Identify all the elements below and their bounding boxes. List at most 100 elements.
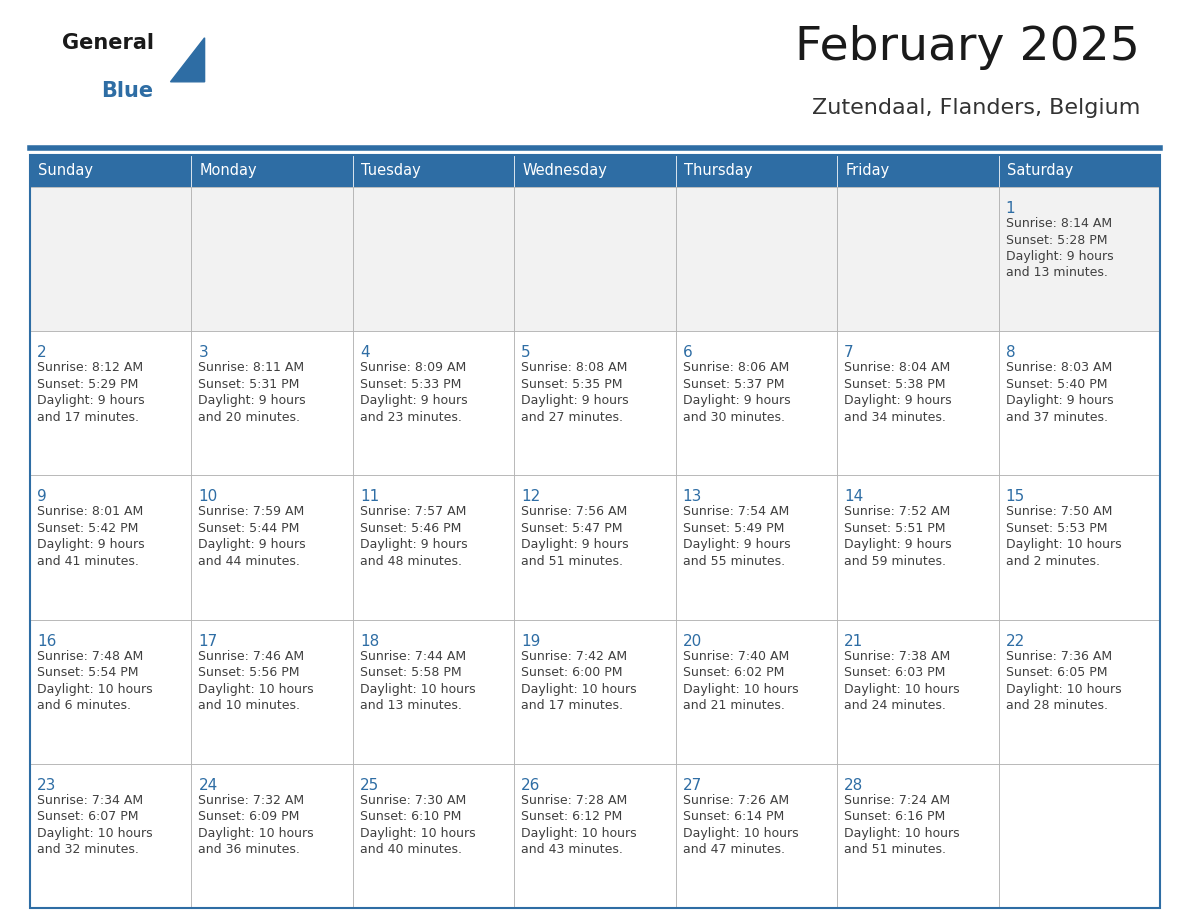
Text: Sunset: 5:44 PM: Sunset: 5:44 PM — [198, 522, 299, 535]
Text: Sunrise: 7:32 AM: Sunrise: 7:32 AM — [198, 794, 304, 807]
Text: Sunrise: 7:28 AM: Sunrise: 7:28 AM — [522, 794, 627, 807]
Text: Sunset: 5:46 PM: Sunset: 5:46 PM — [360, 522, 461, 535]
Text: Daylight: 10 hours: Daylight: 10 hours — [198, 683, 314, 696]
Text: 21: 21 — [845, 633, 864, 649]
Text: and 13 minutes.: and 13 minutes. — [360, 700, 462, 712]
Text: Blue: Blue — [101, 81, 153, 101]
Text: and 51 minutes.: and 51 minutes. — [522, 554, 624, 568]
Text: 26: 26 — [522, 778, 541, 793]
Text: Sunset: 6:10 PM: Sunset: 6:10 PM — [360, 811, 461, 823]
Text: Sunrise: 7:59 AM: Sunrise: 7:59 AM — [198, 506, 304, 519]
Text: Saturday: Saturday — [1006, 163, 1073, 178]
Text: Sunset: 6:12 PM: Sunset: 6:12 PM — [522, 811, 623, 823]
Text: Daylight: 10 hours: Daylight: 10 hours — [845, 683, 960, 696]
Text: Daylight: 9 hours: Daylight: 9 hours — [683, 538, 790, 552]
Text: Sunrise: 7:46 AM: Sunrise: 7:46 AM — [198, 650, 304, 663]
Text: and 40 minutes.: and 40 minutes. — [360, 844, 462, 856]
Text: Daylight: 10 hours: Daylight: 10 hours — [37, 827, 152, 840]
Text: Zutendaal, Flanders, Belgium: Zutendaal, Flanders, Belgium — [811, 98, 1140, 118]
Text: 25: 25 — [360, 778, 379, 793]
Text: 2: 2 — [37, 345, 46, 360]
Text: General: General — [62, 33, 154, 53]
Text: Sunset: 5:53 PM: Sunset: 5:53 PM — [1005, 522, 1107, 535]
Text: 4: 4 — [360, 345, 369, 360]
Text: Sunset: 5:42 PM: Sunset: 5:42 PM — [37, 522, 138, 535]
Text: Daylight: 9 hours: Daylight: 9 hours — [198, 394, 307, 408]
Text: Sunset: 5:37 PM: Sunset: 5:37 PM — [683, 377, 784, 391]
Text: Sunrise: 8:03 AM: Sunrise: 8:03 AM — [1005, 361, 1112, 375]
Text: and 47 minutes.: and 47 minutes. — [683, 844, 785, 856]
Text: Sunrise: 7:54 AM: Sunrise: 7:54 AM — [683, 506, 789, 519]
Text: Sunrise: 7:56 AM: Sunrise: 7:56 AM — [522, 506, 627, 519]
Text: 23: 23 — [37, 778, 56, 793]
Text: Monday: Monday — [200, 163, 257, 178]
Text: Sunday: Sunday — [38, 163, 93, 178]
Text: Sunrise: 7:50 AM: Sunrise: 7:50 AM — [1005, 506, 1112, 519]
Text: Daylight: 9 hours: Daylight: 9 hours — [1005, 250, 1113, 263]
Text: Daylight: 9 hours: Daylight: 9 hours — [683, 394, 790, 408]
Text: Sunset: 5:49 PM: Sunset: 5:49 PM — [683, 522, 784, 535]
Text: Daylight: 9 hours: Daylight: 9 hours — [845, 394, 952, 408]
Text: Sunrise: 7:44 AM: Sunrise: 7:44 AM — [360, 650, 466, 663]
Text: 28: 28 — [845, 778, 864, 793]
Text: Sunset: 6:16 PM: Sunset: 6:16 PM — [845, 811, 946, 823]
Text: Sunset: 5:29 PM: Sunset: 5:29 PM — [37, 377, 138, 391]
Text: Daylight: 9 hours: Daylight: 9 hours — [37, 538, 145, 552]
Text: and 55 minutes.: and 55 minutes. — [683, 554, 785, 568]
Text: 18: 18 — [360, 633, 379, 649]
Text: Sunrise: 8:06 AM: Sunrise: 8:06 AM — [683, 361, 789, 375]
Text: Daylight: 10 hours: Daylight: 10 hours — [683, 683, 798, 696]
Text: 1: 1 — [1005, 201, 1016, 216]
Text: and 17 minutes.: and 17 minutes. — [522, 700, 624, 712]
Text: Daylight: 10 hours: Daylight: 10 hours — [360, 683, 475, 696]
Text: Sunrise: 8:08 AM: Sunrise: 8:08 AM — [522, 361, 627, 375]
Text: Wednesday: Wednesday — [523, 163, 607, 178]
Text: Daylight: 9 hours: Daylight: 9 hours — [522, 538, 628, 552]
Text: 11: 11 — [360, 489, 379, 504]
Text: Sunset: 6:00 PM: Sunset: 6:00 PM — [522, 666, 623, 679]
Text: Sunrise: 8:09 AM: Sunrise: 8:09 AM — [360, 361, 466, 375]
Text: 16: 16 — [37, 633, 56, 649]
Text: Sunrise: 7:34 AM: Sunrise: 7:34 AM — [37, 794, 143, 807]
Text: Sunset: 6:07 PM: Sunset: 6:07 PM — [37, 811, 139, 823]
Text: 24: 24 — [198, 778, 217, 793]
Text: Daylight: 9 hours: Daylight: 9 hours — [845, 538, 952, 552]
Text: Daylight: 10 hours: Daylight: 10 hours — [360, 827, 475, 840]
Text: Friday: Friday — [845, 163, 890, 178]
Text: and 6 minutes.: and 6 minutes. — [37, 700, 131, 712]
Text: 6: 6 — [683, 345, 693, 360]
Text: Sunset: 5:47 PM: Sunset: 5:47 PM — [522, 522, 623, 535]
Text: February 2025: February 2025 — [795, 25, 1140, 70]
Text: and 2 minutes.: and 2 minutes. — [1005, 554, 1100, 568]
Text: Daylight: 10 hours: Daylight: 10 hours — [683, 827, 798, 840]
Text: and 23 minutes.: and 23 minutes. — [360, 410, 462, 424]
Text: and 34 minutes.: and 34 minutes. — [845, 410, 946, 424]
Text: 14: 14 — [845, 489, 864, 504]
Text: Sunrise: 7:40 AM: Sunrise: 7:40 AM — [683, 650, 789, 663]
Text: Sunset: 5:38 PM: Sunset: 5:38 PM — [845, 377, 946, 391]
Text: and 51 minutes.: and 51 minutes. — [845, 844, 946, 856]
Text: Tuesday: Tuesday — [361, 163, 421, 178]
Text: and 32 minutes.: and 32 minutes. — [37, 844, 139, 856]
Text: Sunrise: 7:48 AM: Sunrise: 7:48 AM — [37, 650, 144, 663]
Polygon shape — [171, 38, 204, 82]
Text: 20: 20 — [683, 633, 702, 649]
Text: Sunrise: 8:01 AM: Sunrise: 8:01 AM — [37, 506, 144, 519]
Text: 13: 13 — [683, 489, 702, 504]
Text: Daylight: 10 hours: Daylight: 10 hours — [1005, 683, 1121, 696]
Text: and 27 minutes.: and 27 minutes. — [522, 410, 624, 424]
Text: 12: 12 — [522, 489, 541, 504]
Text: and 24 minutes.: and 24 minutes. — [845, 700, 946, 712]
Text: Sunset: 5:31 PM: Sunset: 5:31 PM — [198, 377, 299, 391]
Text: Daylight: 10 hours: Daylight: 10 hours — [845, 827, 960, 840]
Text: and 37 minutes.: and 37 minutes. — [1005, 410, 1107, 424]
Text: Sunrise: 7:36 AM: Sunrise: 7:36 AM — [1005, 650, 1112, 663]
Text: Daylight: 9 hours: Daylight: 9 hours — [1005, 394, 1113, 408]
Text: and 41 minutes.: and 41 minutes. — [37, 554, 139, 568]
Text: Sunrise: 8:04 AM: Sunrise: 8:04 AM — [845, 361, 950, 375]
Text: and 59 minutes.: and 59 minutes. — [845, 554, 946, 568]
Text: 5: 5 — [522, 345, 531, 360]
Text: Sunset: 5:54 PM: Sunset: 5:54 PM — [37, 666, 139, 679]
Text: 9: 9 — [37, 489, 46, 504]
Text: 10: 10 — [198, 489, 217, 504]
